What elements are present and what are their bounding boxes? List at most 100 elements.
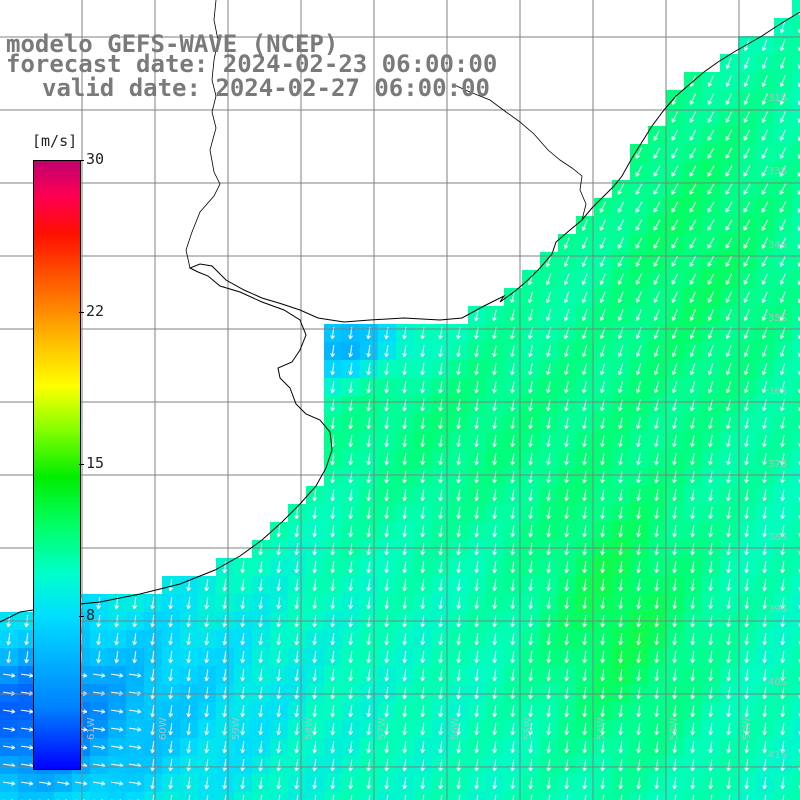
wind-arrow	[510, 417, 515, 430]
wind-arrow	[617, 219, 625, 231]
wind-cell	[792, 306, 800, 325]
wind-arrow	[797, 280, 800, 285]
wind-arrow	[599, 201, 607, 213]
wind-cell	[792, 432, 800, 451]
wind-arrow	[725, 345, 732, 358]
wind-arrow	[797, 243, 800, 249]
wind-arrow	[599, 273, 606, 285]
wind-cell	[792, 342, 800, 361]
wind-arrow	[689, 291, 697, 303]
wind-arrow	[743, 147, 751, 159]
lon-label: 58W	[304, 717, 315, 740]
wind-cell	[792, 180, 800, 199]
wind-arrow	[725, 183, 733, 195]
wind-arrow	[743, 93, 750, 105]
wind-arrow	[581, 345, 588, 358]
wind-arrow	[420, 398, 425, 412]
wind-arrow	[725, 165, 733, 177]
wind-arrow	[707, 75, 714, 87]
wind-arrow	[510, 399, 515, 412]
wind-arrow	[797, 225, 800, 231]
wind-cell	[792, 216, 800, 235]
wind-arrow	[707, 147, 715, 159]
wind-arrow	[725, 255, 733, 267]
wind-arrow	[707, 363, 714, 376]
wind-arrow	[384, 344, 389, 358]
wind-arrow	[330, 362, 335, 376]
wind-arrow	[635, 273, 643, 285]
wind-cell	[792, 252, 800, 271]
wind-arrow	[617, 255, 625, 267]
wind-arrow	[744, 399, 750, 412]
wind-arrow	[707, 309, 714, 321]
wind-arrow	[653, 291, 660, 303]
wind-arrow	[761, 237, 769, 249]
colorbar-tick-8: 8	[86, 606, 96, 624]
wind-arrow	[546, 345, 552, 358]
wind-arrow	[725, 147, 733, 159]
wind-arrow	[797, 171, 800, 177]
wind-cell	[792, 594, 800, 613]
wind-arrow	[564, 399, 569, 412]
wind-arrow	[617, 291, 624, 303]
wind-arrow	[492, 417, 497, 430]
lat-label: 36S	[768, 386, 788, 397]
colorbar-tickmark	[79, 464, 84, 465]
wind-arrow	[779, 183, 787, 195]
wind-cell	[54, 792, 73, 800]
wind-arrow	[528, 363, 533, 376]
wind-arrow	[402, 344, 407, 358]
wind-arrow	[761, 291, 768, 303]
wind-arrow	[366, 416, 371, 430]
wind-arrow	[707, 201, 715, 213]
wind-arrow	[635, 201, 643, 213]
wind-arrow	[635, 219, 643, 231]
wind-arrow	[761, 255, 769, 267]
wind-arrow	[635, 255, 643, 267]
wind-arrow	[599, 255, 606, 267]
wind-cell	[792, 108, 800, 127]
wind-arrow	[707, 273, 715, 285]
wind-arrow	[743, 129, 751, 141]
wind-cell	[36, 792, 55, 800]
wind-arrow	[563, 291, 570, 304]
wind-arrow	[420, 362, 425, 376]
lat-label: 37S	[768, 459, 788, 470]
wind-cell	[792, 450, 800, 469]
wind-arrow	[528, 399, 533, 412]
wind-cell	[0, 792, 19, 800]
wind-arrow	[689, 111, 697, 123]
wind-arrow	[653, 201, 661, 213]
wind-arrow	[689, 381, 696, 394]
lat-label: 41S	[768, 750, 788, 761]
wind-arrow	[779, 147, 787, 159]
lat-label: 33S	[768, 166, 788, 177]
lat-label: 40S	[768, 677, 788, 688]
wind-arrow	[653, 219, 661, 231]
wind-arrow	[510, 309, 515, 322]
wind-arrow	[456, 416, 461, 430]
wind-arrow	[671, 309, 678, 321]
wind-arrow	[402, 416, 407, 430]
wind-arrow	[690, 399, 696, 412]
wind-arrow	[689, 129, 697, 141]
wind-arrow	[762, 399, 767, 412]
wind-arrow	[510, 345, 515, 358]
wind-cell	[792, 414, 800, 433]
wind-arrow	[438, 362, 443, 376]
wind-cell	[792, 270, 800, 289]
wind-arrow	[743, 237, 751, 249]
wind-arrow	[780, 399, 785, 412]
wind-arrow	[671, 363, 678, 376]
wind-arrow	[779, 21, 786, 34]
wind-arrow	[725, 111, 733, 123]
wind-arrow	[779, 363, 786, 376]
wind-cell	[792, 36, 800, 55]
wind-arrow	[528, 309, 534, 322]
wind-arrow	[689, 219, 697, 231]
wind-arrow	[563, 255, 570, 267]
wind-arrow	[671, 381, 678, 394]
wind-arrow	[402, 380, 407, 394]
wind-arrow	[761, 273, 768, 285]
lat-label: 39S	[768, 604, 788, 615]
